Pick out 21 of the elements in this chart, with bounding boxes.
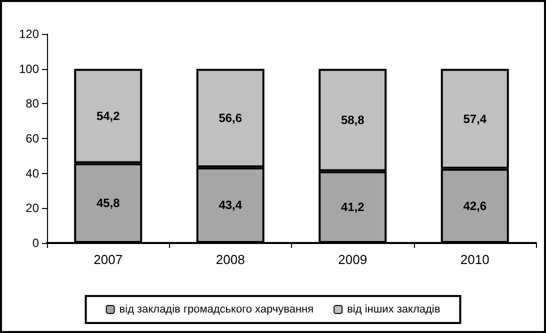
y-tick-label: 80 (26, 96, 40, 111)
x-tick-label: 2008 (216, 252, 245, 267)
y-tick-label: 120 (18, 27, 40, 41)
legend-label: від закладів громадського харчування (119, 304, 314, 316)
data-label: 42,6 (463, 198, 487, 213)
legend-label: від інших закладів (347, 304, 440, 316)
x-tick-label: 2007 (94, 252, 123, 267)
y-tick-label: 20 (26, 201, 40, 216)
data-label: 56,6 (218, 111, 242, 126)
x-tick-label: 2009 (338, 252, 368, 267)
data-label: 58,8 (340, 113, 365, 128)
y-tick-label: 0 (32, 236, 40, 250)
data-label: 54,2 (96, 109, 120, 124)
data-label: 43,4 (218, 198, 242, 212)
data-label: 45,8 (96, 196, 120, 210)
y-tick-label: 40 (26, 166, 40, 180)
data-label: 41,2 (340, 200, 365, 214)
data-label: 57,4 (463, 112, 487, 126)
y-tick-label: 100 (18, 62, 40, 76)
y-tick-label: 60 (26, 132, 40, 146)
x-tick-label: 2010 (460, 252, 490, 267)
